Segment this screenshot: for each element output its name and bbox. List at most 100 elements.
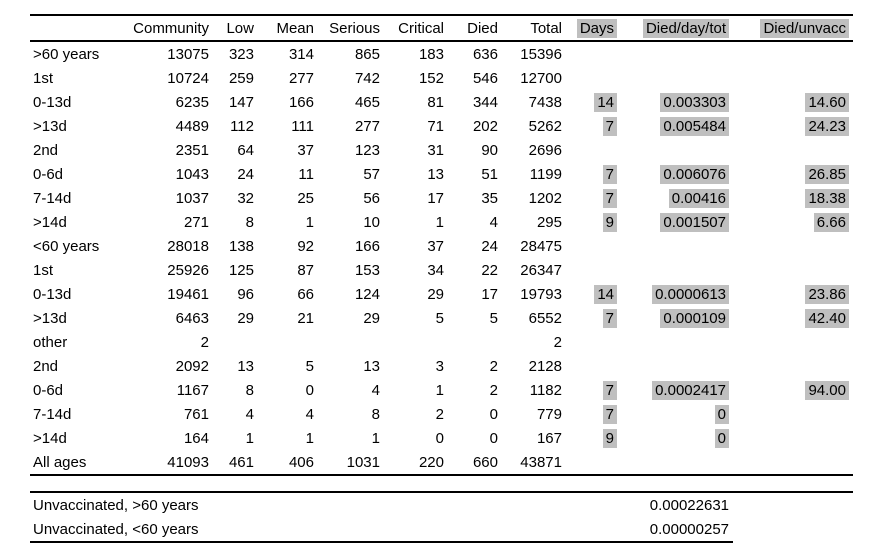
cell-serious: 153 <box>354 261 380 279</box>
column-header-critical: Critical <box>384 15 448 42</box>
cell-serious: 166 <box>354 237 380 255</box>
cell-low: 461 <box>213 450 258 476</box>
cell-died <box>448 330 502 354</box>
cell-critical: 17 <box>427 189 444 207</box>
cell-mean: 406 <box>258 450 318 476</box>
cell-died-unvacc <box>733 258 853 282</box>
cell-days <box>566 330 621 354</box>
row-label: >14d <box>33 213 67 231</box>
cell-died-unvacc: 24.23 <box>733 114 853 138</box>
cell-died-day-tot <box>621 330 733 354</box>
highlight: 7 <box>602 308 617 328</box>
cell-community: 28018 <box>167 237 209 255</box>
cell-mean: 11 <box>298 165 314 183</box>
footer-row-value: 0.00000257 <box>621 517 734 543</box>
cell-total: 2128 <box>528 357 562 375</box>
cell-died: 2 <box>489 357 498 375</box>
cell-mean: 166 <box>288 93 314 111</box>
cell-community: 25926 <box>167 261 209 279</box>
table-row: All ages 41093 461 406 1031 220 660 43871 <box>30 450 853 476</box>
row-label: 1st <box>33 69 54 87</box>
cell-total: 15396 <box>520 45 562 63</box>
cell-community: 13075 <box>167 45 209 63</box>
cell-low: 96 <box>237 285 254 303</box>
cell-died: 35 <box>481 189 498 207</box>
highlight: 7 <box>602 188 617 208</box>
column-header-row-label <box>30 15 130 42</box>
cell-low: 259 <box>228 69 254 87</box>
highlight: 7 <box>602 116 617 136</box>
cell-mean: 4 <box>305 405 314 423</box>
row-label: 0-13d <box>33 93 72 111</box>
cell-died-unvacc: 94.00 <box>733 378 853 402</box>
cell-died-day-tot: 0.000109 <box>621 306 733 330</box>
cell-serious: 8 <box>371 405 380 423</box>
cell-serious: 465 <box>354 93 380 111</box>
highlight: 0.001507 <box>660 212 729 232</box>
cell-died: 344 <box>472 93 498 111</box>
cell-low: 112 <box>230 117 254 135</box>
cell-mean: 5 <box>305 357 314 375</box>
cell-low: 32 <box>237 189 254 207</box>
cell-total: 779 <box>536 405 562 423</box>
highlight: 7 <box>602 380 617 400</box>
cell-community: 761 <box>183 405 209 423</box>
cell-total: 28475 <box>520 237 562 255</box>
cell-low: 13 <box>237 357 254 375</box>
table-row: <60 years 28018 138 92 166 37 24 28475 <box>30 234 853 258</box>
cell-mean: 277 <box>288 69 314 87</box>
cell-days <box>566 138 621 162</box>
row-label: 2nd <box>33 357 59 375</box>
row-label: 0-6d <box>33 381 64 399</box>
cell-critical: 183 <box>418 45 444 63</box>
cell-died-day-tot: 0 <box>621 426 733 450</box>
row-label: 2nd <box>33 141 59 159</box>
cell-total: 1199 <box>529 165 562 183</box>
cell-low: 29 <box>237 309 254 327</box>
cell-serious: 1 <box>371 429 380 447</box>
cell-serious: 56 <box>363 189 380 207</box>
cell-days <box>566 66 621 90</box>
highlight: 18.38 <box>805 188 849 208</box>
cell-low: 1 <box>245 429 254 447</box>
cell-died: 2 <box>489 381 498 399</box>
row-label: >14d <box>33 429 67 447</box>
cell-died-unvacc <box>733 234 853 258</box>
cell-died: 546 <box>472 69 498 87</box>
cell-died-unvacc <box>733 354 853 378</box>
highlight: 0.003303 <box>660 92 729 112</box>
cell-serious: 277 <box>354 117 380 135</box>
table-row: >14d 164 1 1 1 0 0 167 9 0 <box>30 426 853 450</box>
cell-died: 0 <box>489 405 498 423</box>
cell-low: 24 <box>237 165 254 183</box>
highlight: 0.0000613 <box>652 284 729 304</box>
cell-died-day-tot: 0.006076 <box>621 162 733 186</box>
footer-row-label: Unvaccinated, >60 years <box>33 496 199 514</box>
cell-community: 1167 <box>176 381 209 399</box>
cell-critical: 2 <box>435 405 444 423</box>
row-label: 1st <box>33 261 54 279</box>
cell-died-unvacc <box>733 66 853 90</box>
cell-serious: 13 <box>363 357 380 375</box>
cell-died-unvacc: 18.38 <box>733 186 853 210</box>
column-header-died-day-tot: Died/day/tot <box>621 15 733 42</box>
cell-died-unvacc <box>733 492 853 517</box>
cell-days <box>566 354 621 378</box>
cell-died: 636 <box>472 45 498 63</box>
cell-critical: 13 <box>427 165 444 183</box>
cell-critical: 31 <box>427 141 444 159</box>
table-row: 1st 10724 259 277 742 152 546 12700 <box>30 66 853 90</box>
cell-total: 1202 <box>528 189 562 207</box>
cell-died-unvacc: 26.85 <box>733 162 853 186</box>
cell-mean <box>258 330 318 354</box>
vaccination-outcomes-table: Community Low Mean Serious Critical Died Total… <box>30 14 853 476</box>
cell-mean: 25 <box>297 189 314 207</box>
highlight: Days <box>576 18 617 38</box>
cell-critical: 3 <box>435 357 444 375</box>
table-row: Unvaccinated, >60 years 0.00022631 <box>30 492 853 517</box>
column-header-died-unvacc: Died/unvacc <box>733 15 853 42</box>
highlight: 94.00 <box>805 380 849 400</box>
cell-critical: 0 <box>435 429 444 447</box>
cell-serious: 4 <box>371 381 380 399</box>
